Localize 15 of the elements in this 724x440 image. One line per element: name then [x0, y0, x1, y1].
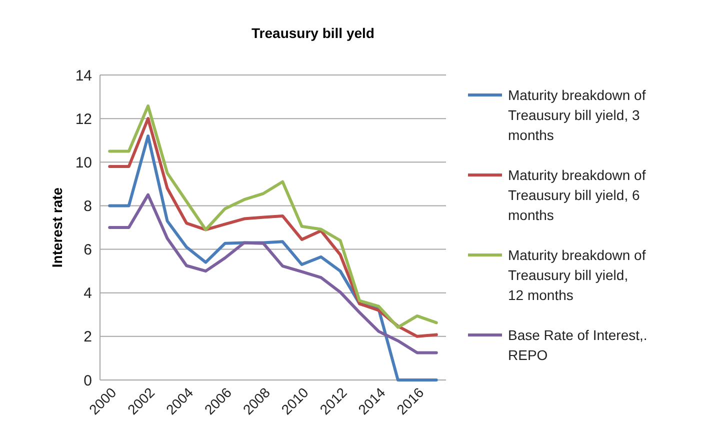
- y-tick-label: 0: [84, 372, 92, 390]
- line-series: [108, 193, 438, 354]
- legend-label: Maturity breakdown of Treausury bill yield, 3 months: [508, 86, 646, 143]
- y-tick-label: 6: [84, 242, 92, 259]
- y-tick-label: 2: [84, 328, 92, 346]
- y-axis-title: Interest rate: [49, 187, 65, 268]
- y-tick-label: 10: [75, 154, 92, 172]
- y-tick-label: 8: [84, 198, 92, 215]
- legend-label: Base Rate of Interest,. REPO: [508, 326, 648, 363]
- legend-label: Maturity breakdown of Treausury bill yield, 6 months: [508, 166, 646, 223]
- chart-title: Treausury bill yeld: [252, 25, 374, 41]
- y-tick-label: 14: [75, 67, 92, 84]
- y-tick-label: 12: [75, 110, 92, 128]
- y-tick-label: 4: [84, 285, 92, 302]
- legend-label: Maturity breakdown of Treausury bill yield, 12 months: [508, 246, 646, 303]
